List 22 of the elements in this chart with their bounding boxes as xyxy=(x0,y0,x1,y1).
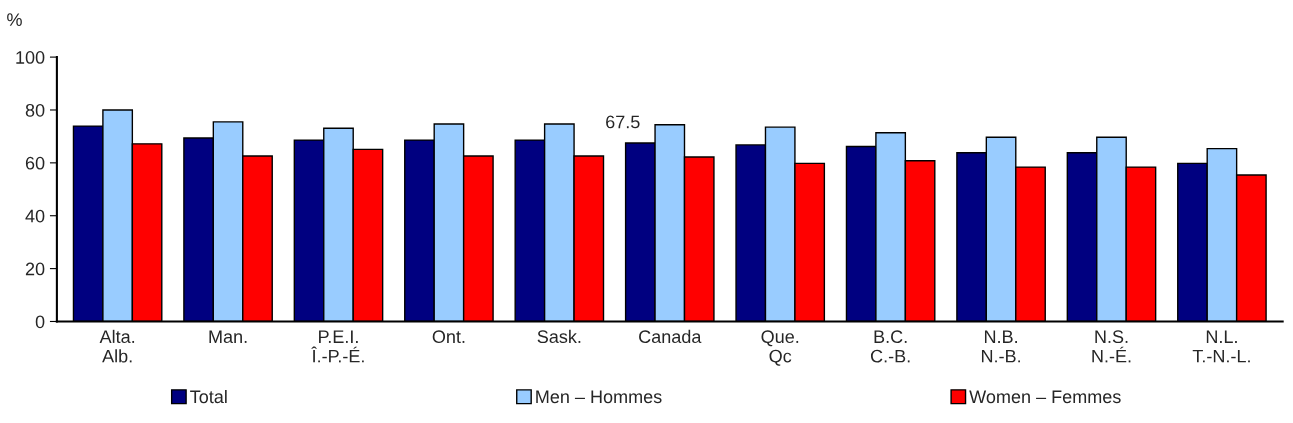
legend-label: Men – Hommes xyxy=(536,390,662,404)
x-tick-label: Alta. Alb. xyxy=(99,329,135,363)
x-tick-label: N.S. N.-É. xyxy=(1092,330,1131,363)
y-tick-label: 40 xyxy=(25,209,45,223)
x-tick-label: Sask. xyxy=(537,329,581,344)
x-tick-label: B.C. C.-B. xyxy=(870,330,910,363)
legend-label: Women – Femmes xyxy=(969,390,1121,404)
x-tick-label: P.E.I. Î.-P.-É. xyxy=(311,330,364,363)
x-tick-label: Canada xyxy=(639,329,702,344)
x-tick-label: N.L. T.-N.-L. xyxy=(1192,330,1250,363)
y-tick-label: 100 xyxy=(16,51,45,64)
x-tick-label: Que. Qc xyxy=(761,330,799,366)
x-tick-label: Ont. xyxy=(432,330,465,344)
y-axis-title: % xyxy=(7,13,22,26)
y-tick-label: 60 xyxy=(25,156,45,170)
y-tick-label: 80 xyxy=(25,103,45,117)
x-tick-label: N.B. N.-B. xyxy=(981,330,1020,363)
y-tick-label: 0 xyxy=(35,315,45,329)
x-tick-label: Man. xyxy=(209,330,247,344)
legend-label: Total xyxy=(190,389,227,404)
data-label: 67.5 xyxy=(606,115,640,129)
y-tick-label: 20 xyxy=(25,262,45,276)
